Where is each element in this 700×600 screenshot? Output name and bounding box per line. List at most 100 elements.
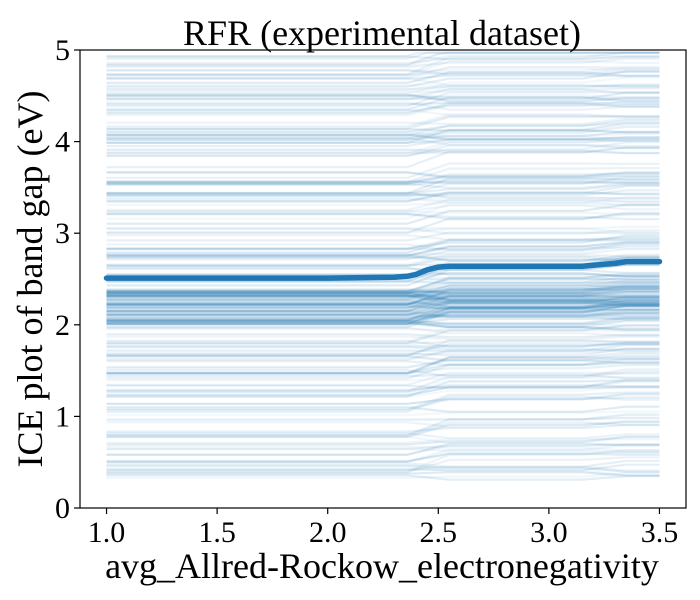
- ice-line: [106, 317, 660, 325]
- ice-line: [106, 71, 660, 84]
- ice-line: [106, 363, 660, 375]
- ice-line: [106, 302, 660, 316]
- ice-line: [106, 293, 660, 304]
- ice-line: [106, 263, 660, 287]
- x-tick-label: 2.5: [420, 516, 458, 549]
- ice-line: [106, 274, 660, 293]
- ice-line: [106, 285, 660, 292]
- ice-line: [106, 94, 660, 100]
- ice-line: [106, 320, 660, 331]
- ice-line: [106, 346, 660, 353]
- y-tick-label: 3: [55, 217, 70, 250]
- ice-line: [106, 287, 660, 297]
- ice-line: [106, 380, 660, 397]
- ice-line: [106, 246, 660, 258]
- ice-line: [106, 378, 660, 395]
- ice-line: [106, 271, 660, 280]
- ice-line: [106, 442, 660, 456]
- ice-line: [106, 292, 660, 297]
- x-tick-label: 1.5: [198, 516, 236, 549]
- ice-line: [106, 94, 660, 103]
- ice-line: [106, 191, 660, 200]
- ice-line: [106, 180, 660, 186]
- ice-line: [106, 343, 660, 361]
- ice-line: [106, 282, 660, 301]
- ice-line: [106, 328, 660, 332]
- ice-line: [106, 178, 660, 184]
- ice-line: [106, 302, 660, 325]
- ice-line: [106, 125, 660, 140]
- ice-line: [106, 96, 660, 111]
- ice-line: [106, 465, 660, 476]
- ice-line: [106, 348, 660, 356]
- ice-line: [106, 83, 660, 93]
- ice-line: [106, 144, 660, 158]
- ice-line: [106, 167, 660, 184]
- ice-line: [106, 294, 660, 305]
- ice-line: [106, 300, 660, 312]
- ice-line: [106, 316, 660, 324]
- ice-line: [106, 301, 660, 309]
- x-tick-label: 1.0: [88, 516, 126, 549]
- ice-line: [106, 287, 660, 294]
- ice-line: [106, 74, 660, 80]
- ice-line: [106, 139, 660, 155]
- ice-line: [106, 291, 660, 301]
- x-tick-label: 3.0: [530, 516, 568, 549]
- ice-line: [106, 88, 660, 98]
- ice-line: [106, 395, 660, 413]
- ice-line: [106, 347, 660, 357]
- ice-line: [106, 253, 660, 262]
- ice-line: [106, 323, 660, 329]
- ice-line: [106, 291, 660, 305]
- ice-line: [106, 360, 660, 380]
- plot-frame: [79, 49, 687, 509]
- ice-line: [106, 368, 660, 378]
- average-line: [103, 258, 663, 281]
- ice-line: [106, 347, 660, 352]
- ice-line: [106, 471, 660, 477]
- ice-line: [106, 123, 660, 140]
- ice-line: [106, 67, 660, 76]
- ice-line: [106, 301, 660, 306]
- ice-line: [106, 133, 660, 141]
- ice-line: [106, 198, 660, 212]
- ice-line: [106, 213, 660, 221]
- ice-line: [106, 177, 660, 195]
- ice-line: [106, 384, 660, 390]
- ice-line: [106, 87, 660, 94]
- ice-line: [106, 291, 660, 302]
- ice-line: [106, 114, 660, 129]
- ice-line: [106, 293, 660, 303]
- ice-line: [106, 266, 660, 277]
- ice-line: [106, 298, 660, 306]
- ice-line: [106, 299, 660, 308]
- ice-line: [106, 191, 660, 197]
- ice-line: [106, 189, 660, 197]
- ice-line: [106, 241, 660, 257]
- ice-line: [106, 456, 660, 474]
- ice-line: [106, 472, 660, 479]
- ice-line: [106, 294, 660, 306]
- ice-line: [106, 371, 660, 393]
- ice-line: [106, 379, 660, 398]
- ice-line: [106, 294, 660, 303]
- ice-line: [106, 91, 660, 101]
- ice-line: [106, 357, 660, 374]
- ice-line: [106, 299, 660, 321]
- ice-line: [106, 371, 660, 386]
- ice-line: [106, 313, 660, 319]
- ice-line: [106, 121, 660, 144]
- ice-line: [106, 392, 660, 411]
- ice-line: [106, 282, 660, 306]
- ice-line: [106, 435, 660, 446]
- ice-line: [106, 319, 660, 327]
- ice-line: [106, 423, 660, 433]
- ice-line: [106, 138, 660, 148]
- ice-line: [106, 305, 660, 310]
- ice-line: [106, 196, 660, 206]
- ice-line: [106, 240, 660, 257]
- ice-line: [106, 272, 660, 278]
- ice-line: [106, 287, 660, 302]
